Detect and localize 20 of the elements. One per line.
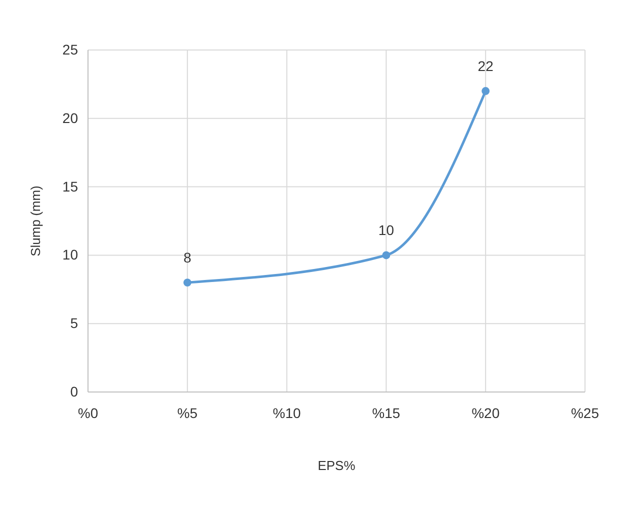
x-tick-label: %5: [177, 404, 198, 421]
x-tick-label: %25: [570, 404, 600, 421]
y-tick-label: 0: [70, 383, 78, 400]
y-tick-label: 10: [62, 246, 78, 263]
y-tick-label: 15: [62, 178, 78, 194]
point: [183, 278, 192, 287]
y-axis-title: Slump (mm): [28, 186, 43, 256]
point: [482, 87, 490, 96]
x-tick-label: %0: [78, 404, 98, 421]
y-tick-label: 25: [62, 41, 78, 58]
data-label: 22: [478, 58, 494, 74]
point: [382, 251, 390, 260]
x-tick-label: %10: [272, 404, 302, 421]
data-label: 8: [184, 250, 192, 266]
data-label: 10: [378, 222, 394, 238]
y-tick-label: 5: [70, 315, 78, 332]
y-tick-label: 20: [62, 110, 78, 126]
x-tick-label: %20: [472, 404, 500, 421]
x-tick-label: %15: [372, 404, 400, 421]
x-axis-title: EPS%: [318, 458, 356, 473]
